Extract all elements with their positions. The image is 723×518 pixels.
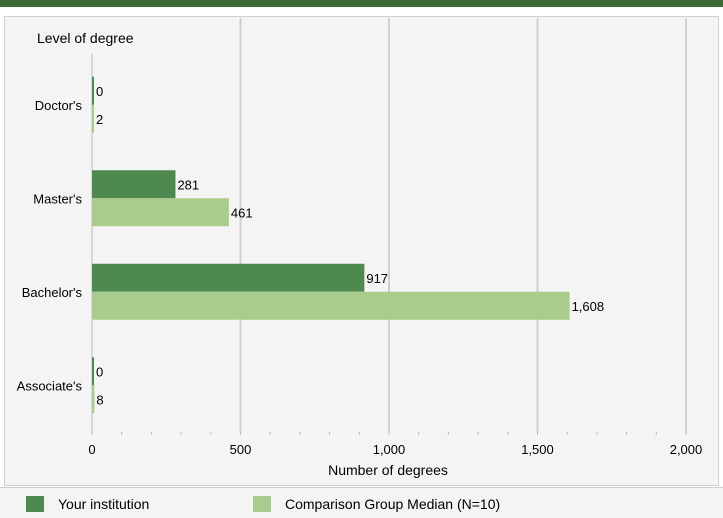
bar <box>92 104 94 133</box>
data-label: 0 <box>96 364 103 379</box>
x-tick-label: 1,000 <box>373 442 406 457</box>
bar-chart: 0 500 1,000 1,500 2,000 Doctor's 0 2 Master's 281… <box>17 18 703 478</box>
bar <box>92 385 95 414</box>
x-tick-label: 0 <box>88 442 95 457</box>
bar <box>92 198 229 227</box>
y-category-label: Doctor's <box>35 98 83 113</box>
bar <box>92 76 94 105</box>
data-label: 2 <box>96 112 103 127</box>
y-category-label: Bachelor's <box>22 285 83 300</box>
bar <box>92 170 176 199</box>
y-axis-title: Level of degree <box>37 30 134 46</box>
y-category-label: Master's <box>33 191 82 206</box>
data-label: 8 <box>96 392 103 407</box>
bar <box>92 357 94 386</box>
legend-item-series-2: Comparison Group Median (N=10) <box>253 495 500 513</box>
x-axis-title: Number of degrees <box>328 462 448 478</box>
data-label: 0 <box>96 84 103 99</box>
data-label: 1,608 <box>572 299 605 314</box>
y-category-label: Associate's <box>17 378 83 393</box>
x-tick-label: 2,000 <box>670 442 703 457</box>
top-accent-band <box>0 0 723 7</box>
data-label: 917 <box>366 271 388 286</box>
legend-label-series-2: Comparison Group Median (N=10) <box>285 496 501 512</box>
data-label: 281 <box>177 177 199 192</box>
legend-swatch-series-1 <box>26 496 44 512</box>
labels: 0 500 1,000 1,500 2,000 Doctor's 0 2 Master's 281… <box>17 84 703 457</box>
bar <box>92 291 570 320</box>
legend-label-series-1: Your institution <box>58 496 150 512</box>
data-label: 461 <box>231 205 253 220</box>
bar <box>92 263 365 292</box>
legend-item-series-1: Your institution <box>26 495 149 513</box>
legend-swatch-series-2 <box>253 496 271 512</box>
chart-frame <box>4 16 719 486</box>
legend: Your institution Comparison Group Median… <box>0 487 723 518</box>
grid-lines <box>91 18 687 435</box>
x-tick-label: 1,500 <box>521 442 554 457</box>
x-tick-label: 500 <box>230 442 252 457</box>
bars <box>92 76 570 414</box>
